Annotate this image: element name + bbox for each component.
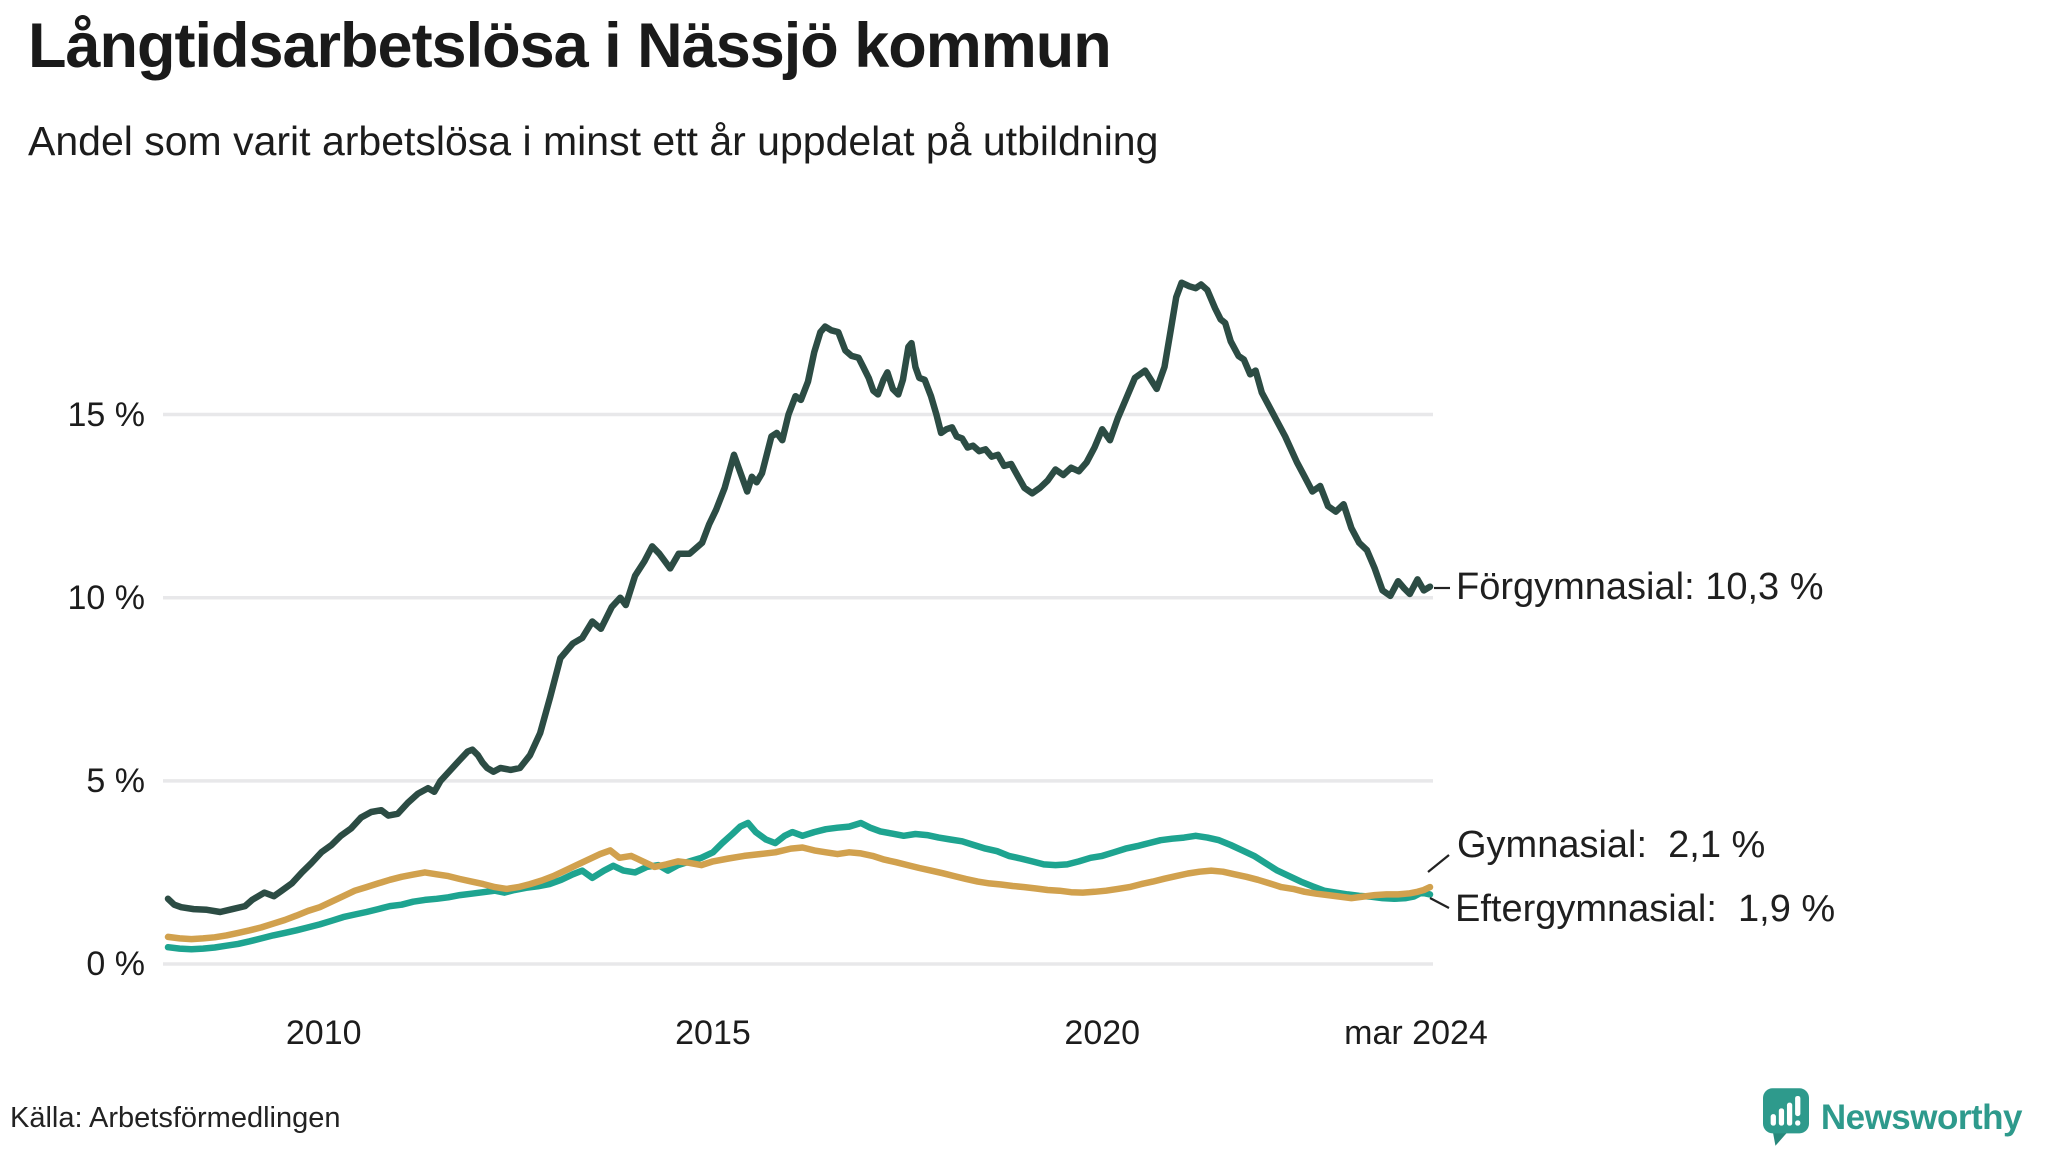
x-tick-label: mar 2024: [1344, 1014, 1488, 1052]
y-tick-label: 0 %: [86, 945, 145, 983]
connector-gymnasial: [1427, 854, 1450, 873]
series-line-gymnasial: [164, 844, 1434, 943]
series-label-eftergymnasial: Eftergymnasial: 1,9 %: [1455, 888, 1836, 930]
source-credit: Källa: Arbetsförmedlingen: [10, 1102, 341, 1134]
y-tick-label: 15 %: [67, 395, 146, 434]
page-title: Långtidsarbetslösa i Nässjö kommun: [28, 11, 1112, 81]
series-line-eftergymnasial: [164, 819, 1434, 953]
newsworthy-logo: Newsworthy: [1762, 1088, 2023, 1148]
y-tick-label: 5 %: [86, 761, 145, 800]
chart-subtitle: Andel som varit arbetslösa i minst ett å…: [28, 118, 1159, 164]
x-tick-label: 2020: [1064, 1014, 1141, 1052]
y-tick-label: 10 %: [67, 578, 146, 617]
connector-eftergymnasial: [1429, 897, 1450, 909]
x-tick-label: 2015: [675, 1014, 751, 1052]
x-tick-label: 2010: [285, 1014, 362, 1052]
series-label-forgymnasial: Förgymnasial: 10,3 %: [1456, 566, 1824, 608]
newsworthy-wordmark: Newsworthy: [1820, 1098, 2023, 1137]
series-label-gymnasial: Gymnasial: 2,1 %: [1457, 824, 1766, 866]
newsworthy-logo-icon: [1762, 1088, 1809, 1146]
series-line-förgymnasial: [164, 279, 1434, 916]
